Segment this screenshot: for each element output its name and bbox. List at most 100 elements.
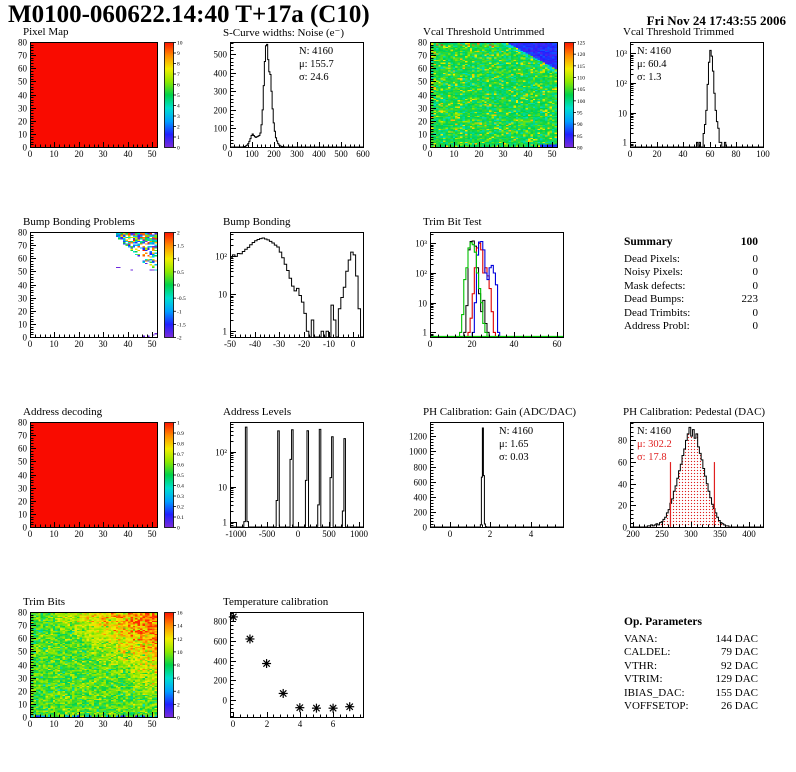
svg-text:0.6: 0.6 (177, 463, 184, 469)
svg-text:μ: 155.7: μ: 155.7 (299, 59, 334, 70)
svg-text:σ: 24.6: σ: 24.6 (299, 72, 329, 83)
svg-text:10: 10 (18, 130, 28, 140)
svg-text:0: 0 (428, 149, 433, 159)
svg-text:10³: 10³ (615, 49, 627, 59)
address-decoding-plot: 0 10 20 30 40 50 0 10 20 30 40 50 60 70 80 0 0.1 0.2 0.3 0.… (0, 406, 196, 566)
svg-text:1: 1 (177, 135, 180, 141)
svg-text:0: 0 (423, 523, 428, 533)
timestamp: Fri Nov 24 17:43:55 2006 (646, 13, 786, 28)
svg-text:0.8: 0.8 (177, 442, 184, 448)
summary-rows: Dead Pixels: 0 Noisy Pixels: 0 Mask defects:… (624, 253, 758, 334)
svg-text:50: 50 (548, 149, 558, 159)
panel-temp-calibration: Temperature calibration 0 2 4 6 0 200 400 600 80… (200, 596, 396, 768)
svg-text:-50: -50 (224, 339, 236, 349)
scurve-noise-plot: 0 100 200 300 400 500 600 0 100 200 300 400 500 N: 41… (200, 26, 396, 186)
svg-text:2: 2 (265, 719, 270, 729)
svg-text:85: 85 (577, 134, 583, 140)
svg-text:10: 10 (450, 149, 460, 159)
svg-text:50: 50 (18, 267, 28, 277)
svg-text:20: 20 (18, 497, 28, 507)
panel-summary: Summary 100 Dead Pixels: 0 Noisy Pixels: 0 M… (600, 216, 796, 388)
svg-text:200: 200 (626, 529, 640, 539)
param-row: Mask defects: 0 (624, 279, 758, 292)
svg-text:0: 0 (296, 529, 301, 539)
svg-text:σ: 1.3: σ: 1.3 (637, 72, 661, 83)
svg-text:70: 70 (18, 241, 28, 251)
svg-text:800: 800 (214, 617, 228, 627)
svg-text:1: 1 (177, 257, 180, 263)
svg-text:0.1: 0.1 (177, 515, 184, 521)
svg-text:80: 80 (577, 146, 583, 152)
bump-problems-map (31, 233, 157, 337)
svg-text:50: 50 (18, 457, 28, 467)
svg-text:0: 0 (23, 333, 28, 343)
svg-text:10: 10 (18, 320, 28, 330)
svg-text:1: 1 (423, 328, 428, 338)
svg-text:125: 125 (577, 41, 586, 47)
svg-text:-1000: -1000 (226, 529, 247, 539)
svg-text:60: 60 (553, 339, 563, 349)
svg-text:5: 5 (177, 93, 180, 99)
svg-text:95: 95 (577, 111, 583, 117)
svg-text:3: 3 (177, 114, 180, 120)
svg-text:14: 14 (177, 624, 183, 630)
svg-text:80: 80 (732, 149, 742, 159)
svg-text:20: 20 (418, 117, 428, 127)
svg-text:60: 60 (418, 64, 428, 74)
svg-text:1: 1 (223, 327, 228, 337)
svg-text:10: 10 (418, 299, 428, 309)
svg-text:40: 40 (18, 91, 28, 101)
svg-text:-500: -500 (259, 529, 276, 539)
svg-text:10: 10 (218, 290, 228, 300)
svg-text:0: 0 (23, 143, 28, 153)
svg-text:300: 300 (684, 529, 698, 539)
bump-bonding-svg: -50 -40 -30 -20 -10 0 1 10 10² (215, 232, 364, 349)
op-heading-row: Op. Parameters (624, 616, 758, 630)
svg-text:1: 1 (223, 518, 228, 528)
summary-block: Summary 100 Dead Pixels: 0 Noisy Pixels: 0 M… (624, 236, 758, 334)
svg-text:70: 70 (18, 431, 28, 441)
svg-text:80: 80 (18, 418, 28, 428)
svg-text:40: 40 (18, 471, 28, 481)
svg-text:16: 16 (177, 611, 183, 617)
panel-bump-problems: Bump Bonding Problems 0 10 20 30 40 50 0 10 20 30… (0, 216, 196, 388)
op-parameters-block: Op. Parameters VANA: 144 DAC CALDEL: 79 DAC… (624, 616, 758, 714)
ph-pedestal-svg: 200 250 300 350 400 0 20 40 60 80 N: 4160 μ: 302.2 σ… (618, 422, 764, 539)
plot-title-temp-calibration: Temperature calibration (223, 596, 329, 608)
svg-text:0: 0 (28, 149, 33, 159)
svg-text:2: 2 (488, 529, 493, 539)
vcal-untrimmed-svg: 0 10 20 30 40 5001020304050607080808590951001… (418, 38, 586, 160)
param-row: VOFFSETOP: 26 DAC (624, 700, 758, 712)
plot-title-address-levels: Address Levels (223, 406, 292, 418)
panel-ph-gain: PH Calibration: Gain (ADC/DAC) 0 2 4 0 200 40… (400, 406, 596, 578)
svg-text:500: 500 (322, 529, 336, 539)
svg-text:50: 50 (418, 77, 428, 87)
svg-text:60: 60 (706, 149, 716, 159)
svg-text:30: 30 (99, 149, 109, 159)
svg-text:0: 0 (628, 149, 633, 159)
svg-text:80: 80 (18, 38, 28, 48)
svg-text:0.3: 0.3 (177, 494, 184, 500)
svg-text:50: 50 (18, 77, 28, 87)
svg-text:20: 20 (475, 149, 485, 159)
svg-text:600: 600 (356, 149, 370, 159)
svg-text:100: 100 (756, 149, 770, 159)
svg-text:500: 500 (214, 50, 228, 60)
svg-text:0: 0 (351, 339, 356, 349)
svg-text:0: 0 (28, 339, 33, 349)
bump-problems-svg: 0 10 20 30 40 5001020304050607080-2-1.5-1-0.5… (18, 228, 186, 350)
svg-text:30: 30 (18, 674, 28, 684)
plot-title-vcal-trimmed: Vcal Threshold Trimmed (623, 26, 735, 38)
ph-gain-plot: 0 2 4 0 200 400 600 800 1000 1200 N: 4160 μ: 1.65 σ:… (400, 406, 596, 566)
svg-text:10: 10 (50, 719, 60, 729)
svg-text:500: 500 (334, 149, 348, 159)
svg-text:10: 10 (418, 130, 428, 140)
svg-text:0.9: 0.9 (177, 431, 184, 437)
svg-text:50: 50 (148, 339, 158, 349)
svg-text:1: 1 (177, 421, 180, 427)
svg-text:50: 50 (148, 149, 158, 159)
svg-text:30: 30 (418, 104, 428, 114)
panel-scurve-noise: S-Curve widths: Noise (e⁻) 0 100 200 300 400… (200, 26, 396, 198)
svg-text:200: 200 (214, 676, 228, 686)
bump-problems-plot: 0 10 20 30 40 50 0 10 20 30 40 50 60 70 80 -2 -1.5 -1 -0.5… (0, 216, 196, 376)
